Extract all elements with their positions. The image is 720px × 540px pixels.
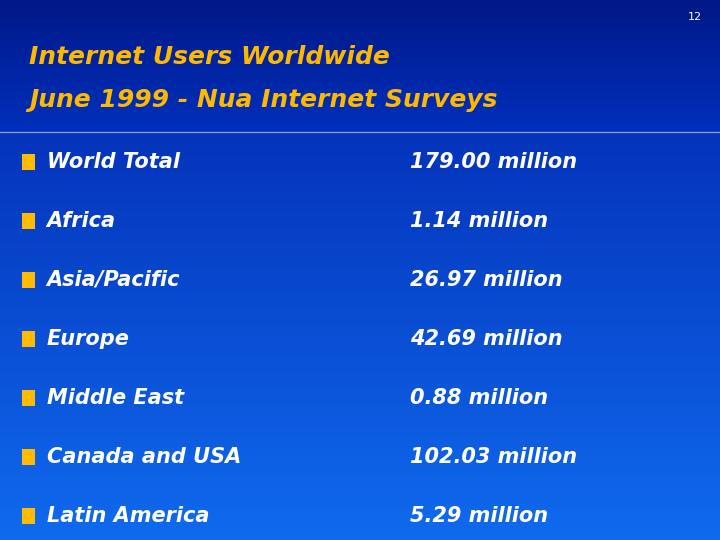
Text: June 1999 - Nua Internet Surveys: June 1999 - Nua Internet Surveys	[29, 88, 498, 112]
Text: 5.29 million: 5.29 million	[410, 505, 549, 526]
FancyBboxPatch shape	[22, 390, 35, 406]
Text: 12: 12	[688, 12, 702, 23]
Text: 1.14 million: 1.14 million	[410, 211, 549, 231]
Text: Africa: Africa	[47, 211, 116, 231]
FancyBboxPatch shape	[22, 154, 35, 170]
Text: Europe: Europe	[47, 329, 130, 349]
Text: 102.03 million: 102.03 million	[410, 447, 577, 467]
Text: Canada and USA: Canada and USA	[47, 447, 241, 467]
Text: Middle East: Middle East	[47, 388, 184, 408]
Text: 26.97 million: 26.97 million	[410, 270, 563, 290]
FancyBboxPatch shape	[22, 272, 35, 288]
Text: Asia/Pacific: Asia/Pacific	[47, 270, 180, 290]
FancyBboxPatch shape	[22, 330, 35, 347]
Text: 0.88 million: 0.88 million	[410, 388, 549, 408]
FancyBboxPatch shape	[22, 213, 35, 229]
FancyBboxPatch shape	[22, 449, 35, 465]
Text: Internet Users Worldwide: Internet Users Worldwide	[29, 45, 390, 69]
Text: 42.69 million: 42.69 million	[410, 329, 563, 349]
FancyBboxPatch shape	[22, 508, 35, 524]
Text: Latin America: Latin America	[47, 505, 210, 526]
Text: World Total: World Total	[47, 152, 180, 172]
Text: 179.00 million: 179.00 million	[410, 152, 577, 172]
